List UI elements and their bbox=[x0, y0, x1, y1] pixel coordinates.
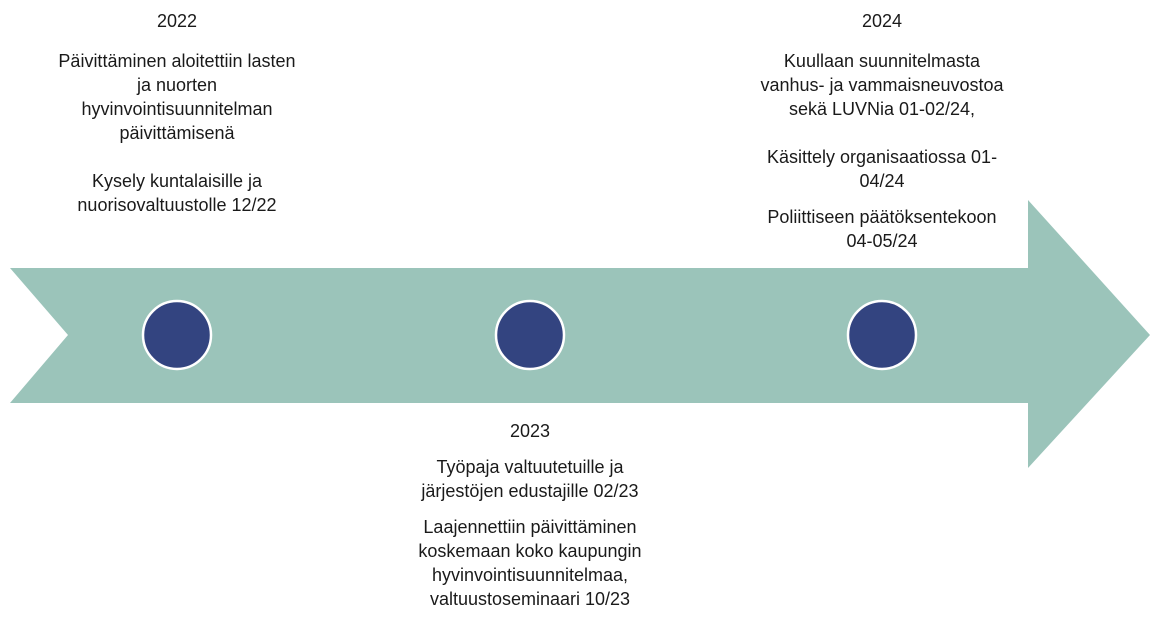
milestone-text: Työpaja valtuutetuille ja bbox=[436, 457, 624, 477]
milestone-dot bbox=[494, 299, 566, 371]
milestone-text: Kuullaan suunnitelmasta bbox=[784, 51, 981, 71]
milestone-text: ja nuorten bbox=[136, 75, 217, 95]
milestone-text: valtuustoseminaari 10/23 bbox=[430, 589, 630, 609]
milestone-text: 04-05/24 bbox=[846, 231, 917, 251]
milestone-year: 2023 bbox=[510, 421, 550, 441]
milestone-text: sekä LUVNia 01-02/24, bbox=[789, 99, 975, 119]
milestone-year: 2022 bbox=[157, 11, 197, 31]
timeline-arrow bbox=[10, 200, 1150, 468]
milestone-text: päivittämisenä bbox=[119, 123, 235, 143]
milestone-text: Käsittely organisaatiossa 01- bbox=[767, 147, 997, 167]
milestone-dot bbox=[846, 299, 918, 371]
milestone-text: hyvinvointisuunnitelmaa, bbox=[432, 565, 628, 585]
milestone-year: 2024 bbox=[862, 11, 902, 31]
milestone-text: Päivittäminen aloitettiin lasten bbox=[58, 51, 295, 71]
milestone-text: Laajennettiin päivittäminen bbox=[423, 517, 636, 537]
milestone-dot bbox=[141, 299, 213, 371]
milestone-text: koskemaan koko kaupungin bbox=[418, 541, 641, 561]
milestone-text: nuorisovaltuustolle 12/22 bbox=[77, 195, 276, 215]
milestone-text: hyvinvointisuunnitelman bbox=[81, 99, 272, 119]
milestone-text: järjestöjen edustajille 02/23 bbox=[420, 481, 638, 501]
milestone-text: vanhus- ja vammaisneuvostoa bbox=[760, 75, 1004, 95]
milestone-text: 04/24 bbox=[859, 171, 904, 191]
milestone-text: Kysely kuntalaisille ja bbox=[92, 171, 263, 191]
milestone-text: Poliittiseen päätöksentekoon bbox=[767, 207, 996, 227]
